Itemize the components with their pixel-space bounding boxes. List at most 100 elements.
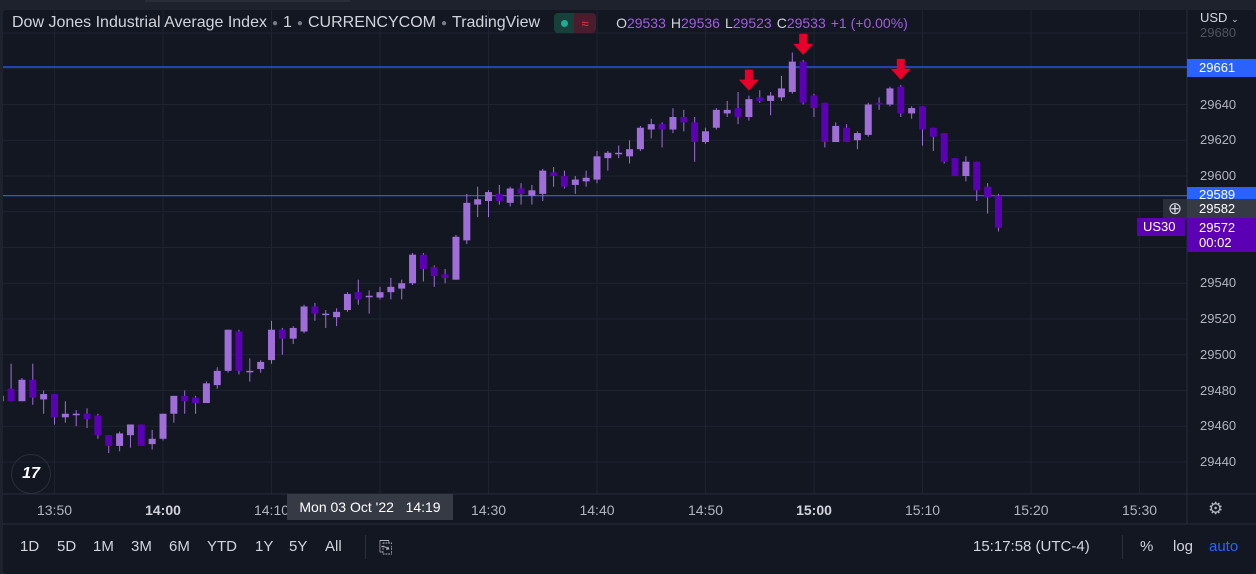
currency-selector[interactable]: USD ⌄ xyxy=(1190,10,1256,25)
candle-body xyxy=(159,413,167,439)
range-button-6m[interactable]: 6M xyxy=(169,538,190,555)
percent-toggle[interactable]: % xyxy=(1140,538,1154,555)
candle-body xyxy=(257,361,265,370)
delayed-data-icon[interactable]: ≈ xyxy=(574,13,597,33)
candle-body xyxy=(116,433,124,446)
candle-body xyxy=(756,97,764,101)
ohlc-values: O29533 H29536 L29523 C29533 +1 (+0.00%) xyxy=(616,15,913,31)
market-status[interactable]: ≈ xyxy=(554,13,597,33)
candle-body xyxy=(821,102,829,143)
candle-body xyxy=(560,176,568,187)
candle-body xyxy=(333,311,341,318)
time-tick: 13:50 xyxy=(36,502,73,518)
range-button-5d[interactable]: 5D xyxy=(57,538,77,555)
candle-body xyxy=(322,313,330,316)
candle-body xyxy=(61,413,69,418)
price-tick: 29460 xyxy=(1200,418,1237,434)
plot-area xyxy=(3,10,1187,494)
add-plus-icon[interactable]: ⊕ xyxy=(1163,199,1187,220)
candle-body xyxy=(767,95,775,101)
separator-dot: ● xyxy=(296,17,303,29)
open-label: O xyxy=(616,15,627,31)
candle-body xyxy=(832,125,840,143)
time-tick: 14:50 xyxy=(687,502,724,518)
candle-body xyxy=(83,413,91,420)
high-label: H xyxy=(670,15,682,31)
chart-widget: Dow Jones Industrial Average Index ● 1 ●… xyxy=(3,10,1256,574)
candle-body xyxy=(864,104,872,135)
time-tick: 14:40 xyxy=(579,502,615,518)
exchange: CURRENCYCOM xyxy=(307,14,436,31)
separator-dot: ● xyxy=(440,17,448,29)
candle-body xyxy=(528,190,536,196)
candle-body xyxy=(170,395,178,414)
price-tick: 29520 xyxy=(1200,311,1237,326)
separator-dot: ● xyxy=(271,17,279,29)
price-tick: 29440 xyxy=(1200,454,1237,469)
candle-body xyxy=(365,295,373,298)
candle-body xyxy=(799,61,807,103)
range-button-ytd[interactable]: YTD xyxy=(207,538,237,555)
candle-body xyxy=(387,286,395,293)
symbol-name[interactable]: Dow Jones Industrial Average Index xyxy=(12,14,267,31)
candle-body xyxy=(452,236,460,280)
interval[interactable]: 1 xyxy=(283,14,292,31)
candle-body xyxy=(788,61,796,92)
high-value: 29536 xyxy=(681,15,720,31)
candle-body xyxy=(582,177,590,182)
candle-body xyxy=(994,195,1002,228)
candle-body xyxy=(419,254,427,269)
candle-body xyxy=(604,152,612,159)
candle-body xyxy=(712,109,720,128)
range-button-1d[interactable]: 1D xyxy=(20,538,40,555)
candle-body xyxy=(506,188,514,203)
candle-body xyxy=(224,329,232,371)
price-tick: 29680 xyxy=(1200,25,1237,40)
chevron-down-icon: ⌄ xyxy=(1231,14,1239,24)
log-toggle[interactable]: log xyxy=(1173,538,1194,555)
candle-body xyxy=(615,152,623,155)
divider xyxy=(365,535,366,559)
candle-body xyxy=(94,415,102,436)
clock[interactable]: 15:17:58 (UTC-4) xyxy=(973,538,1090,555)
change-value: +1 (+0.00%) xyxy=(830,15,908,31)
candle-body xyxy=(430,267,438,277)
range-button-1m[interactable]: 1M xyxy=(93,538,114,555)
price-tick: 29620 xyxy=(1200,132,1237,148)
candle-body xyxy=(474,199,482,205)
candle-body xyxy=(126,424,134,436)
candle-body xyxy=(311,306,319,314)
close-value: 29533 xyxy=(786,15,826,31)
range-button-3m[interactable]: 3M xyxy=(131,538,152,555)
candle-body xyxy=(636,127,644,150)
range-button-5y[interactable]: 5Y xyxy=(289,538,308,555)
symbol-tag: US30 xyxy=(1137,218,1185,236)
tradingview-logo-icon[interactable]: 17 xyxy=(11,454,51,494)
candle-body xyxy=(940,133,948,162)
currency-label: USD xyxy=(1200,10,1228,25)
go-to-date-calendar-icon[interactable]: ⎘ xyxy=(379,538,393,557)
low-label: L xyxy=(724,15,733,31)
crosshair-price-label: 29582 xyxy=(1187,199,1256,219)
candle-body xyxy=(550,172,558,176)
market-open-dot-icon[interactable] xyxy=(554,13,575,33)
candle-body xyxy=(810,95,818,109)
price-tick: 29540 xyxy=(1200,275,1237,291)
settings-gear-icon[interactable]: ⚙ xyxy=(1208,499,1224,518)
candle-body xyxy=(409,254,417,284)
candle-body xyxy=(202,383,210,404)
time-tick: 14:00 xyxy=(145,502,181,518)
candle-body xyxy=(398,283,406,289)
crosshair-time: 14:19 xyxy=(405,499,441,515)
candlestick-chart[interactable] xyxy=(3,10,1256,574)
price-tick: 29600 xyxy=(1200,168,1237,183)
candle-body xyxy=(897,86,905,114)
divider xyxy=(1122,535,1123,559)
auto-toggle[interactable]: auto xyxy=(1209,538,1239,555)
range-button-1y[interactable]: 1Y xyxy=(255,538,274,555)
candle-body xyxy=(680,117,688,123)
candle-body xyxy=(886,88,894,105)
range-button-all[interactable]: All xyxy=(325,538,342,555)
candle-body xyxy=(137,424,145,446)
candle-body xyxy=(148,438,156,445)
